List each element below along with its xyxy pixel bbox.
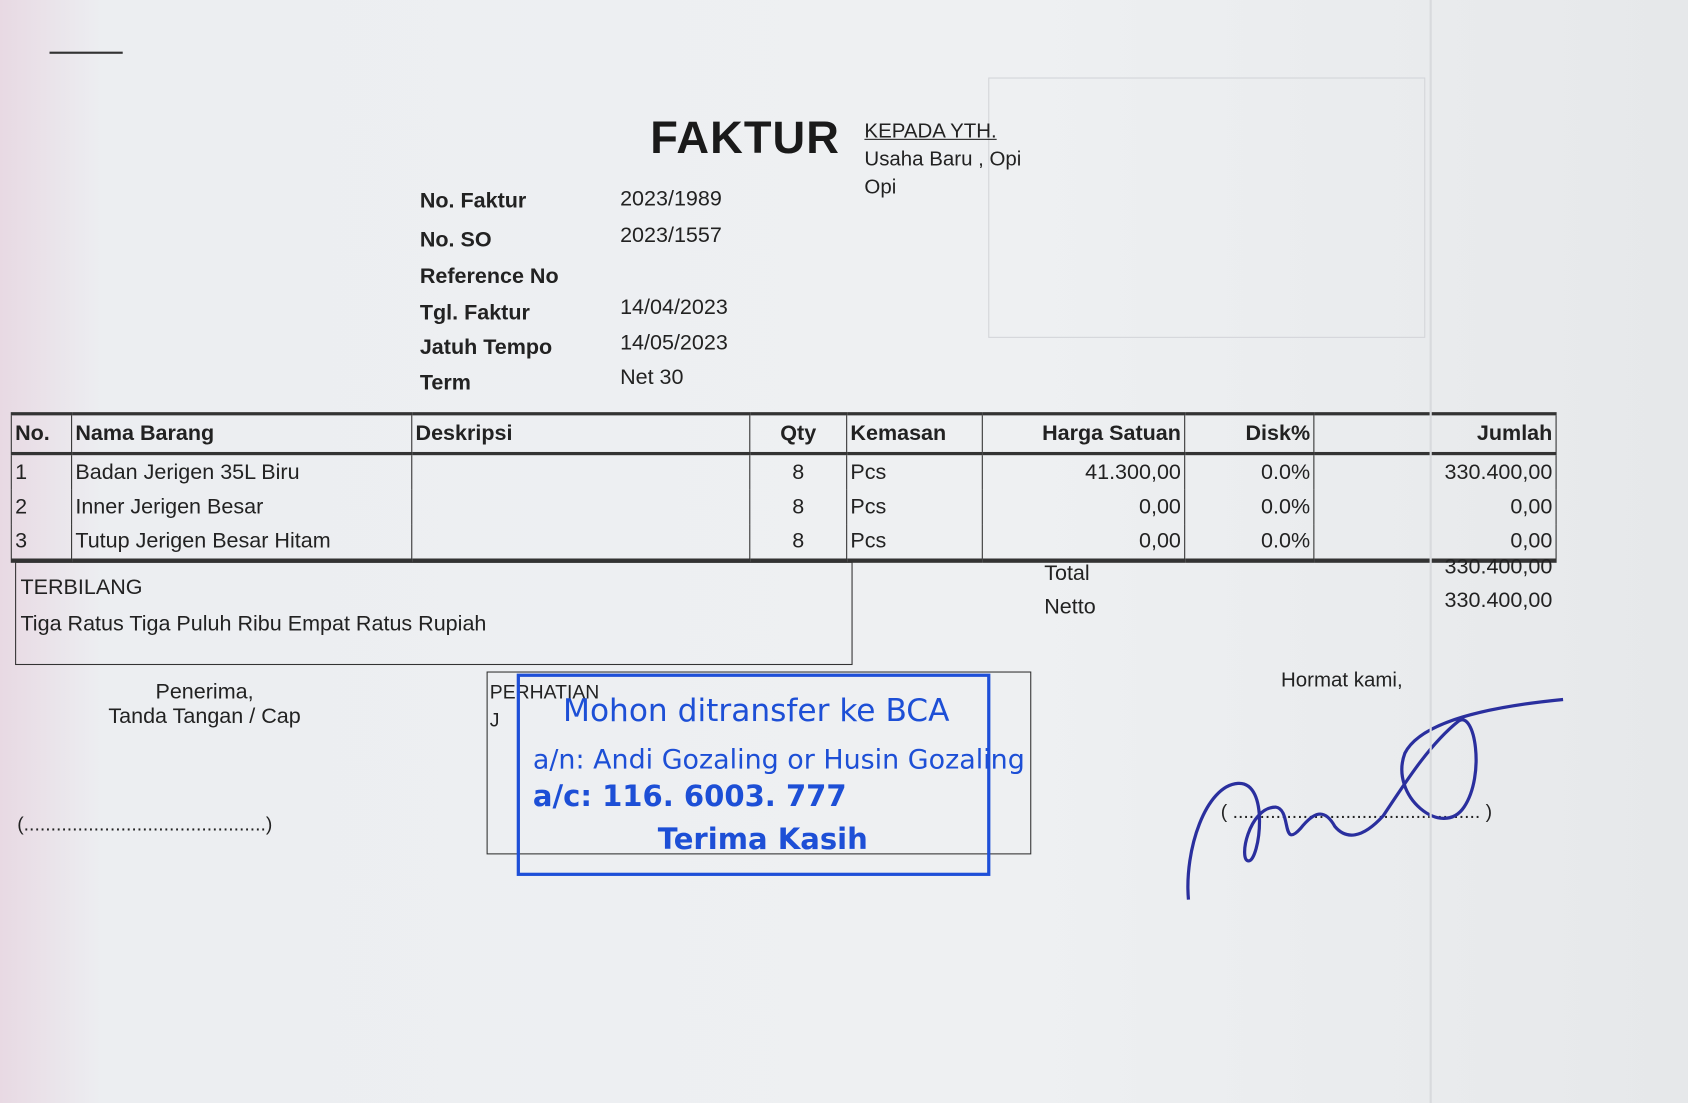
cell-disk: 0.0% — [1184, 453, 1315, 490]
recipient-block: KEPADA YTH. Usaha Baru , Opi Opi — [864, 118, 1021, 202]
stamp-line-1: Mohon ditransfer ke BCA — [563, 691, 950, 729]
info-label: No. SO — [419, 228, 492, 252]
info-label: Term — [419, 371, 471, 395]
cell-kemasan: Pcs — [846, 489, 983, 525]
table-row: 3 Tutup Jerigen Besar Hitam 8 Pcs 0,00 0.0% 0,… — [10, 524, 1557, 563]
total-label: Total — [1044, 561, 1090, 586]
netto-value: 330.400,00 — [1444, 588, 1553, 613]
recipient-name: Usaha Baru , Opi — [864, 148, 1022, 172]
cell-no: 3 — [10, 524, 73, 563]
receiver-signature-line: (.......................................… — [17, 813, 273, 836]
sender-signature-line: ( ......................................… — [1220, 800, 1493, 823]
cell-deskripsi — [411, 453, 751, 490]
perhatian-text: J — [489, 709, 500, 731]
info-label: Reference No — [419, 264, 559, 289]
info-label: Jatuh Tempo — [419, 335, 553, 360]
header-kemasan: Kemasan — [846, 412, 983, 456]
document-title: FAKTUR — [650, 111, 841, 163]
info-value: 2023/1557 — [620, 223, 722, 248]
info-value: Net 30 — [620, 365, 684, 390]
header-deskripsi: Deskripsi — [411, 412, 751, 456]
info-value: 14/04/2023 — [620, 295, 728, 320]
sender-label: Hormat kami, — [1281, 669, 1403, 692]
header-jumlah: Jumlah — [1313, 412, 1557, 456]
mark-line — [49, 51, 123, 54]
cell-nama: Badan Jerigen 35L Biru — [71, 453, 413, 490]
info-label: Tgl. Faktur — [419, 301, 530, 325]
cell-jumlah: 0,00 — [1313, 489, 1557, 525]
total-value: 330.400,00 — [1444, 555, 1553, 579]
items-table: No. Nama Barang Deskripsi Qty Kemasan Ha… — [10, 412, 1557, 563]
header-nama-barang: Nama Barang — [71, 412, 413, 456]
cell-kemasan: Pcs — [846, 524, 983, 563]
recipient-heading: KEPADA YTH. — [864, 120, 997, 144]
cell-harga: 41.300,00 — [981, 453, 1186, 490]
cell-no: 2 — [10, 489, 73, 525]
cell-nama: Inner Jerigen Besar — [71, 489, 413, 525]
stamp-line-4: Terima Kasih — [657, 823, 868, 857]
cell-jumlah: 330.400,00 — [1313, 453, 1557, 490]
cell-qty: 8 — [749, 524, 848, 563]
info-value: 2023/1989 — [620, 187, 722, 211]
header-no: No. — [10, 412, 73, 456]
cell-harga: 0,00 — [981, 524, 1186, 563]
recipient-city: Opi — [864, 176, 897, 200]
terbilang-text: Tiga Ratus Tiga Puluh Ribu Empat Ratus R… — [20, 612, 487, 636]
netto-label: Netto — [1044, 595, 1096, 619]
table-row: 1 Badan Jerigen 35L Biru 8 Pcs 41.300,00 0.0%… — [10, 453, 1557, 490]
cell-kemasan: Pcs — [846, 453, 983, 490]
cell-no: 1 — [10, 453, 73, 490]
cell-jumlah: 0,00 — [1313, 524, 1557, 563]
header-qty: Qty — [749, 412, 848, 456]
signature-icon — [1186, 697, 1564, 900]
receiver-label: Penerima, — [155, 680, 254, 704]
table-row: 2 Inner Jerigen Besar 8 Pcs 0,00 0.0% 0,00 — [10, 489, 1557, 525]
header-harga-satuan: Harga Satuan — [981, 412, 1186, 456]
cell-deskripsi — [411, 524, 751, 563]
cell-nama: Tutup Jerigen Besar Hitam — [71, 524, 413, 563]
cell-disk: 0.0% — [1184, 489, 1315, 525]
stamp-line-3: a/c: 116. 6003. 777 — [532, 780, 847, 814]
cell-harga: 0,00 — [981, 489, 1186, 525]
table-header-row: No. Nama Barang Deskripsi Qty Kemasan Ha… — [10, 412, 1557, 456]
bleed-through-box — [988, 77, 1426, 338]
receiver-block: Penerima, Tanda Tangan / Cap — [75, 680, 333, 730]
bank-transfer-stamp: Mohon ditransfer ke BCA a/n: Andi Gozali… — [516, 673, 1025, 876]
header-disk: Disk% — [1184, 412, 1315, 456]
terbilang-label: TERBILANG — [20, 575, 143, 600]
info-value: 14/05/2023 — [620, 331, 728, 356]
cell-deskripsi — [411, 489, 751, 525]
cell-disk: 0.0% — [1184, 524, 1315, 563]
info-label: No. Faktur — [419, 189, 527, 214]
terbilang-box: TERBILANG Tiga Ratus Tiga Puluh Ribu Emp… — [15, 561, 853, 666]
fold-line — [1429, 0, 1432, 1103]
cell-qty: 8 — [749, 489, 848, 525]
receiver-sublabel: Tanda Tangan / Cap — [108, 704, 301, 729]
stamp-line-2: a/n: Andi Gozaling or Husin Gozaling — [532, 743, 1025, 775]
cell-qty: 8 — [749, 453, 848, 490]
